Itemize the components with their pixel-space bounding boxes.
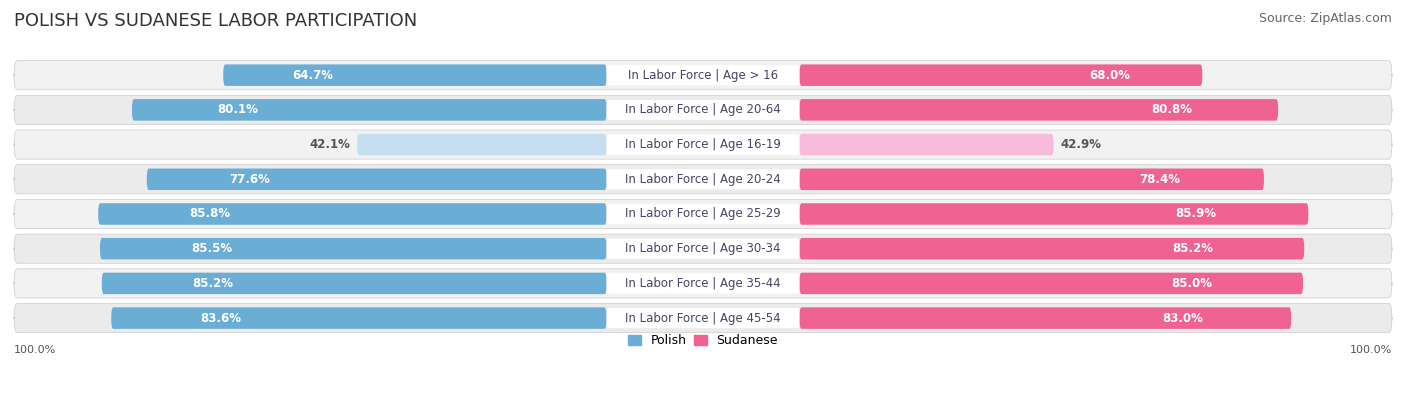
Text: 42.9%: 42.9% (1060, 138, 1101, 151)
Text: 80.1%: 80.1% (218, 103, 259, 117)
FancyBboxPatch shape (100, 238, 606, 260)
Text: 68.0%: 68.0% (1088, 69, 1130, 82)
Text: 85.8%: 85.8% (190, 207, 231, 220)
FancyBboxPatch shape (14, 303, 1392, 333)
FancyBboxPatch shape (14, 199, 1392, 229)
FancyBboxPatch shape (606, 169, 800, 189)
Text: POLISH VS SUDANESE LABOR PARTICIPATION: POLISH VS SUDANESE LABOR PARTICIPATION (14, 12, 418, 30)
FancyBboxPatch shape (800, 134, 1053, 155)
FancyBboxPatch shape (800, 238, 1305, 260)
Text: In Labor Force | Age 35-44: In Labor Force | Age 35-44 (626, 277, 780, 290)
FancyBboxPatch shape (14, 60, 1392, 90)
FancyBboxPatch shape (111, 307, 606, 329)
FancyBboxPatch shape (606, 239, 800, 259)
Text: 85.5%: 85.5% (191, 242, 232, 255)
Text: In Labor Force | Age 30-34: In Labor Force | Age 30-34 (626, 242, 780, 255)
Text: 85.2%: 85.2% (1173, 242, 1213, 255)
FancyBboxPatch shape (98, 203, 606, 225)
FancyBboxPatch shape (14, 234, 1392, 263)
FancyBboxPatch shape (606, 65, 800, 85)
Text: 77.6%: 77.6% (229, 173, 270, 186)
FancyBboxPatch shape (800, 99, 1278, 120)
FancyBboxPatch shape (14, 269, 1392, 298)
Text: 64.7%: 64.7% (292, 69, 333, 82)
Text: 83.0%: 83.0% (1161, 312, 1202, 325)
FancyBboxPatch shape (14, 95, 1392, 124)
FancyBboxPatch shape (14, 165, 1392, 194)
FancyBboxPatch shape (800, 203, 1309, 225)
FancyBboxPatch shape (606, 135, 800, 154)
Text: In Labor Force | Age 25-29: In Labor Force | Age 25-29 (626, 207, 780, 220)
FancyBboxPatch shape (800, 307, 1291, 329)
Text: 85.9%: 85.9% (1175, 207, 1216, 220)
Text: 83.6%: 83.6% (201, 312, 242, 325)
Text: 78.4%: 78.4% (1139, 173, 1181, 186)
Text: In Labor Force | Age 45-54: In Labor Force | Age 45-54 (626, 312, 780, 325)
FancyBboxPatch shape (101, 273, 606, 294)
Text: In Labor Force | Age > 16: In Labor Force | Age > 16 (628, 69, 778, 82)
FancyBboxPatch shape (132, 99, 606, 120)
FancyBboxPatch shape (800, 64, 1202, 86)
Text: In Labor Force | Age 20-64: In Labor Force | Age 20-64 (626, 103, 780, 117)
FancyBboxPatch shape (800, 169, 1264, 190)
Legend: Polish, Sudanese: Polish, Sudanese (628, 334, 778, 347)
Text: 80.8%: 80.8% (1152, 103, 1192, 117)
FancyBboxPatch shape (606, 100, 800, 120)
Text: In Labor Force | Age 16-19: In Labor Force | Age 16-19 (626, 138, 780, 151)
Text: 85.0%: 85.0% (1171, 277, 1212, 290)
FancyBboxPatch shape (146, 169, 606, 190)
FancyBboxPatch shape (606, 308, 800, 328)
FancyBboxPatch shape (606, 204, 800, 224)
Text: In Labor Force | Age 20-24: In Labor Force | Age 20-24 (626, 173, 780, 186)
Text: 100.0%: 100.0% (1350, 345, 1392, 355)
FancyBboxPatch shape (800, 273, 1303, 294)
Text: 42.1%: 42.1% (309, 138, 350, 151)
Text: 85.2%: 85.2% (193, 277, 233, 290)
FancyBboxPatch shape (14, 130, 1392, 159)
Text: 100.0%: 100.0% (14, 345, 56, 355)
FancyBboxPatch shape (224, 64, 606, 86)
FancyBboxPatch shape (357, 134, 606, 155)
FancyBboxPatch shape (606, 273, 800, 293)
Text: Source: ZipAtlas.com: Source: ZipAtlas.com (1258, 12, 1392, 25)
